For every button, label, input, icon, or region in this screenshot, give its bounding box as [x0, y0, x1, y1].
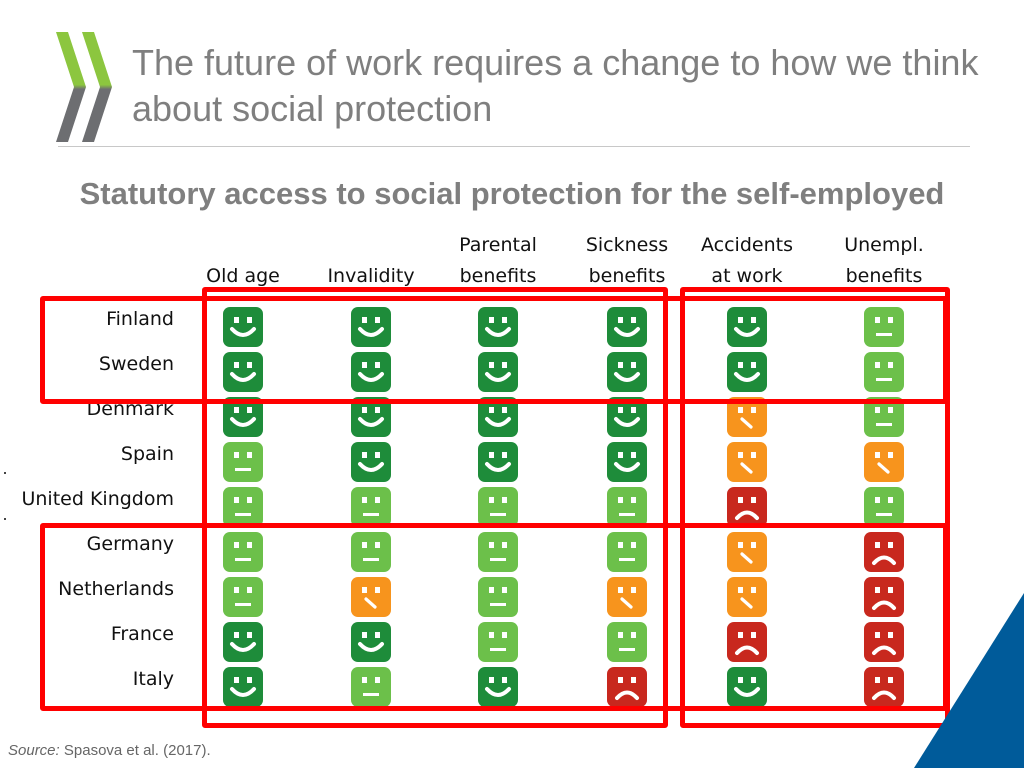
- neutral-face-icon: [864, 487, 904, 527]
- neutral-face-icon: [223, 577, 263, 617]
- corner-decoration: [914, 593, 1024, 768]
- source-text: Spasova et al. (2017).: [63, 742, 211, 759]
- frowning-face-icon: [864, 622, 904, 662]
- frowning-face-icon: [864, 577, 904, 617]
- oecd-logo: [56, 32, 112, 142]
- smiling-face-icon: [351, 442, 391, 482]
- column-header: Unempl. benefits: [814, 232, 954, 292]
- neutral-face-icon: [351, 487, 391, 527]
- column-header-text: Sickness benefits: [586, 230, 668, 292]
- slide-title: The future of work requires a change to …: [132, 42, 979, 129]
- column-header-text: Old age: [206, 261, 280, 292]
- column-header-text: Unempl. benefits: [844, 230, 924, 292]
- column-header-line: Old age: [206, 265, 280, 287]
- smiling-face-icon: [727, 307, 767, 347]
- skeptical-face-icon: [727, 532, 767, 572]
- neutral-face-icon: [478, 577, 518, 617]
- country-label: Germany: [86, 533, 174, 555]
- country-label: Italy: [132, 668, 174, 690]
- skeptical-face-icon: [351, 577, 391, 617]
- smiling-face-icon: [223, 352, 263, 392]
- source-label: Source:: [8, 742, 60, 759]
- source-note: Source: Spasova et al. (2017).: [8, 742, 211, 759]
- smiling-face-icon: [478, 352, 518, 392]
- neutral-face-icon: [223, 442, 263, 482]
- neutral-face-icon: [607, 487, 647, 527]
- neutral-face-icon: [864, 307, 904, 347]
- smiling-face-icon: [223, 307, 263, 347]
- neutral-face-icon: [864, 352, 904, 392]
- country-label: Spain: [120, 443, 174, 465]
- neutral-face-icon: [864, 397, 904, 437]
- smiling-face-icon: [223, 667, 263, 707]
- frowning-face-icon: [864, 667, 904, 707]
- smiling-face-icon: [478, 667, 518, 707]
- highlight-box-core-benefits: [202, 287, 668, 728]
- highlight-box-accident-unemployment: [680, 287, 950, 728]
- column-header: Parental benefits: [428, 232, 568, 292]
- column-header-line: benefits: [845, 265, 923, 287]
- column-header-line: benefits: [459, 265, 537, 287]
- smiling-face-icon: [223, 397, 263, 437]
- smiling-face-icon: [607, 442, 647, 482]
- smiling-face-icon: [351, 622, 391, 662]
- skeptical-face-icon: [727, 397, 767, 437]
- smiling-face-icon: [351, 352, 391, 392]
- smiling-face-icon: [727, 352, 767, 392]
- column-header-line: Unempl.: [844, 234, 924, 256]
- frowning-face-icon: [727, 622, 767, 662]
- skeptical-face-icon: [607, 577, 647, 617]
- neutral-face-icon: [223, 532, 263, 572]
- smiling-face-icon: [478, 397, 518, 437]
- slide-subtitle: Statutory access to social protection fo…: [79, 176, 945, 211]
- smiling-face-icon: [351, 307, 391, 347]
- frowning-face-icon: [727, 487, 767, 527]
- column-header: Invalidity: [301, 232, 441, 292]
- smiling-face-icon: [607, 352, 647, 392]
- column-header-text: Parental benefits: [459, 230, 537, 292]
- neutral-face-icon: [351, 532, 391, 572]
- neutral-face-icon: [351, 667, 391, 707]
- country-label: United Kingdom: [21, 488, 174, 510]
- smiling-face-icon: [607, 307, 647, 347]
- column-header: Old age: [173, 232, 313, 292]
- column-header-line: Accidents: [701, 234, 793, 256]
- country-label: France: [110, 623, 174, 645]
- title-divider: [58, 146, 970, 147]
- neutral-face-icon: [478, 622, 518, 662]
- country-label: Finland: [106, 308, 174, 330]
- column-header-line: at work: [711, 265, 783, 287]
- country-label: Netherlands: [58, 578, 174, 600]
- frowning-face-icon: [607, 667, 647, 707]
- column-header-line: benefits: [588, 265, 666, 287]
- country-label: Sweden: [98, 353, 174, 375]
- column-header: Sickness benefits: [557, 232, 697, 292]
- skeptical-face-icon: [864, 442, 904, 482]
- column-header: Accidents at work: [677, 232, 817, 292]
- neutral-face-icon: [607, 532, 647, 572]
- smiling-face-icon: [607, 397, 647, 437]
- column-header-line: Sickness: [585, 234, 669, 256]
- smiling-face-icon: [478, 307, 518, 347]
- column-header-text: Accidents at work: [701, 230, 793, 292]
- column-header-line: Invalidity: [327, 265, 415, 287]
- stray-dot: [4, 518, 6, 520]
- neutral-face-icon: [478, 532, 518, 572]
- frowning-face-icon: [864, 532, 904, 572]
- column-header-text: Invalidity: [327, 261, 414, 292]
- neutral-face-icon: [478, 487, 518, 527]
- stray-dot: [4, 472, 6, 474]
- smiling-face-icon: [478, 442, 518, 482]
- smiling-face-icon: [223, 622, 263, 662]
- neutral-face-icon: [223, 487, 263, 527]
- neutral-face-icon: [607, 622, 647, 662]
- skeptical-face-icon: [727, 442, 767, 482]
- column-header-line: Parental: [459, 234, 537, 256]
- country-label: Denmark: [86, 398, 174, 420]
- smiling-face-icon: [727, 667, 767, 707]
- skeptical-face-icon: [727, 577, 767, 617]
- smiling-face-icon: [351, 397, 391, 437]
